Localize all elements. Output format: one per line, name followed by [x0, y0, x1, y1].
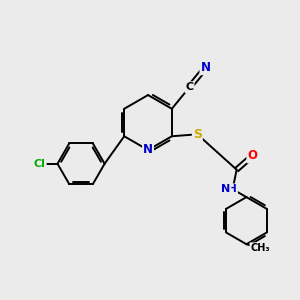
- Text: Cl: Cl: [34, 159, 46, 169]
- Text: C: C: [185, 82, 194, 92]
- Text: CH₃: CH₃: [250, 243, 270, 253]
- Text: N: N: [200, 61, 210, 74]
- Text: S: S: [193, 128, 202, 141]
- Text: N: N: [221, 184, 230, 194]
- Text: H: H: [228, 184, 237, 194]
- Text: O: O: [247, 149, 257, 162]
- Text: N: N: [143, 143, 153, 157]
